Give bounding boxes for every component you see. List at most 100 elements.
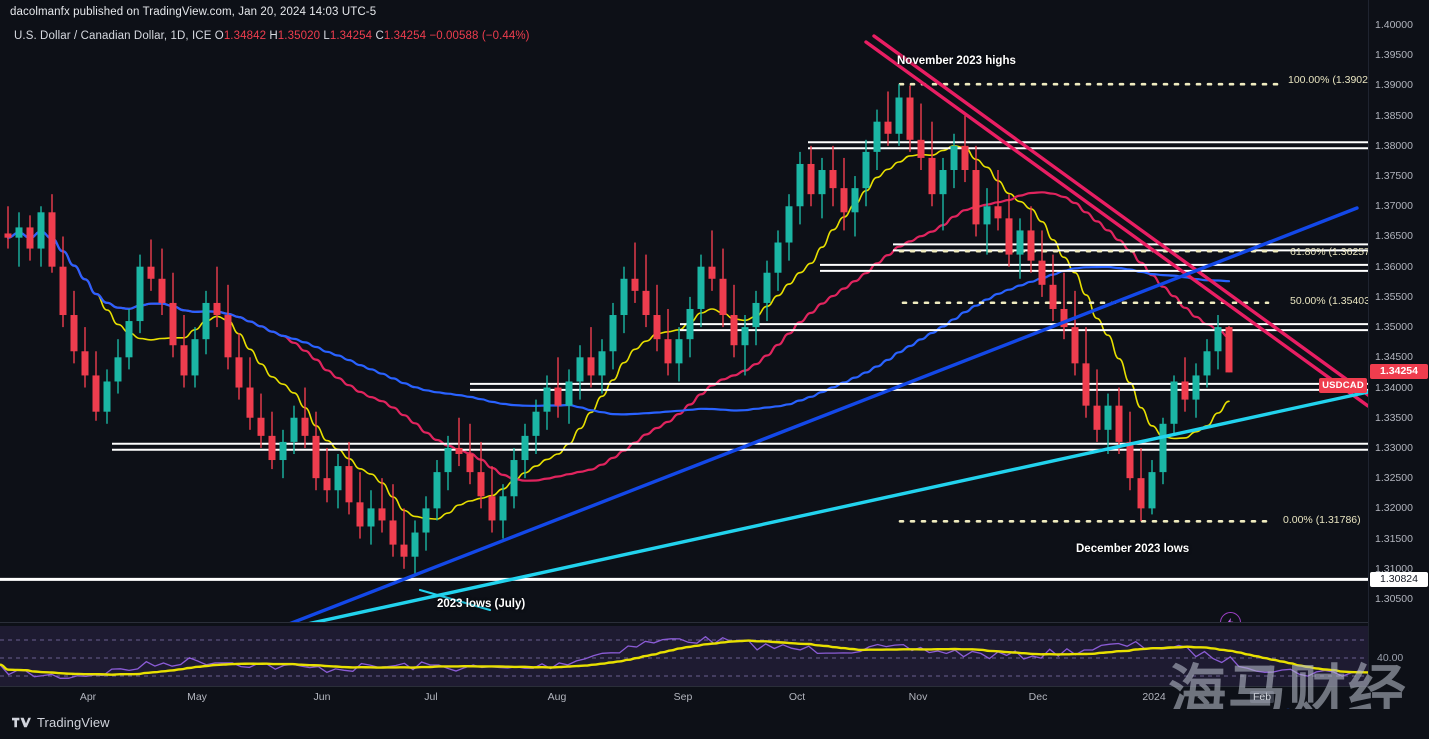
candlestick — [4, 206, 12, 249]
candlestick — [48, 194, 56, 273]
ma-yellow — [7, 144, 1230, 520]
trendline-annotation-pointer[interactable] — [418, 588, 492, 612]
candlestick — [829, 145, 837, 207]
candlestick — [59, 236, 67, 328]
price-scale[interactable]: 1.40000 1.39500 1.39000 1.38500 1.38000 1.375… — [1368, 0, 1429, 686]
fib-label-100: 100.00% (1.3902 — [1288, 74, 1368, 86]
candlestick — [477, 441, 485, 509]
candlestick — [334, 453, 342, 509]
annotation-december-2023-lows: December 2023 lows — [1076, 543, 1190, 555]
candlestick — [499, 484, 507, 539]
price-tick: 1.33500 — [1375, 411, 1413, 424]
pane-separator — [0, 622, 1368, 623]
candlestick — [191, 327, 199, 388]
horizontal-level[interactable] — [470, 382, 1368, 391]
price-tick: 1.39500 — [1375, 49, 1413, 62]
candlestick — [1126, 411, 1134, 491]
candlestick — [917, 103, 925, 171]
candlestick — [609, 302, 617, 370]
legend-change-percent: (−0.44%) — [481, 30, 530, 42]
level-price-badge: 1.30824 — [1370, 572, 1428, 587]
tradingview-logo[interactable]: TradingView — [12, 715, 110, 730]
candlestick — [840, 157, 848, 231]
candlestick — [235, 333, 243, 400]
horizontal-level[interactable] — [820, 263, 1368, 272]
candlestick — [906, 85, 914, 152]
candlestick — [444, 435, 452, 491]
legend-open-value: 1.34842 — [223, 30, 267, 42]
candlestick — [1060, 272, 1068, 340]
candlestick — [763, 260, 771, 322]
candlestick — [664, 308, 672, 376]
candlestick — [675, 327, 683, 382]
legend-symbol-description[interactable]: U.S. Dollar / Canadian Dollar, 1D, ICE — [14, 30, 212, 42]
horizontal-level[interactable] — [808, 141, 1368, 150]
annotation-november-2023-highs: November 2023 highs — [897, 55, 1016, 67]
symbol-price-badge: USDCAD — [1319, 378, 1367, 393]
candlestick — [224, 284, 232, 370]
candlestick — [1225, 325, 1233, 373]
time-tick: 2024 — [1142, 691, 1166, 703]
candlestick — [125, 308, 133, 370]
time-scale[interactable]: Apr May Jun Jul Aug Sep Oct Nov Dec 2024 Feb — [0, 686, 1368, 710]
legend-low-label: L — [323, 30, 330, 42]
candlestick — [631, 242, 639, 303]
candlestick — [862, 139, 870, 207]
candlestick — [246, 357, 254, 430]
candlestick — [884, 91, 892, 146]
price-tick: 1.36500 — [1375, 230, 1413, 243]
candlestick — [422, 496, 430, 551]
tradingview-wordmark: TradingView — [37, 715, 110, 730]
candlestick — [70, 290, 78, 364]
trendline-ascending-cyan[interactable] — [289, 390, 1368, 622]
candlestick — [554, 357, 562, 418]
candlestick — [323, 447, 331, 503]
candlestick — [411, 520, 419, 575]
candlestick — [939, 157, 947, 231]
time-tick: Nov — [908, 691, 928, 703]
candlestick — [785, 194, 793, 261]
price-tick: 1.32500 — [1375, 472, 1413, 485]
price-pane[interactable]: November 2023 highs December 2023 lows 2… — [0, 14, 1368, 622]
candlestick — [1214, 315, 1222, 370]
candlestick — [1093, 369, 1101, 442]
candlestick — [653, 284, 661, 352]
trendline-november-downtrend-upper[interactable] — [864, 40, 1368, 408]
candlestick — [928, 121, 936, 207]
candlestick — [1038, 230, 1046, 297]
candlestick — [565, 369, 573, 424]
candlestick — [15, 212, 23, 267]
candlestick — [598, 339, 606, 394]
candlestick — [268, 411, 276, 470]
candlestick — [741, 315, 749, 376]
price-tick: 1.32000 — [1375, 502, 1413, 515]
candlestick — [873, 109, 881, 171]
candlestick — [807, 145, 815, 207]
price-tick: 1.33000 — [1375, 441, 1413, 454]
price-tick: 1.38000 — [1375, 139, 1413, 152]
candlestick — [620, 266, 628, 334]
price-tick: 1.38500 — [1375, 109, 1413, 122]
indicator-pane[interactable] — [0, 626, 1368, 686]
trendline-november-downtrend-lower[interactable] — [872, 34, 1368, 400]
time-tick: Feb — [1249, 691, 1275, 703]
candlestick — [752, 290, 760, 346]
candlestick — [279, 429, 287, 479]
candlestick — [92, 351, 100, 421]
price-tick: 1.36000 — [1375, 260, 1413, 273]
candlestick — [895, 84, 903, 146]
candlestick — [1181, 357, 1189, 412]
candlestick — [730, 284, 738, 358]
bottom-bar: TradingView — [0, 709, 1429, 739]
trendline-ascending-blue[interactable] — [289, 206, 1359, 622]
legend-high-value: 1.35020 — [277, 30, 321, 42]
candlestick — [367, 490, 375, 545]
candlestick — [158, 248, 166, 316]
candlestick — [37, 206, 45, 267]
candlestick — [466, 423, 474, 485]
candlestick — [1137, 447, 1145, 522]
candlestick — [455, 417, 463, 467]
candlestick — [1005, 194, 1013, 267]
candlestick — [543, 375, 551, 430]
